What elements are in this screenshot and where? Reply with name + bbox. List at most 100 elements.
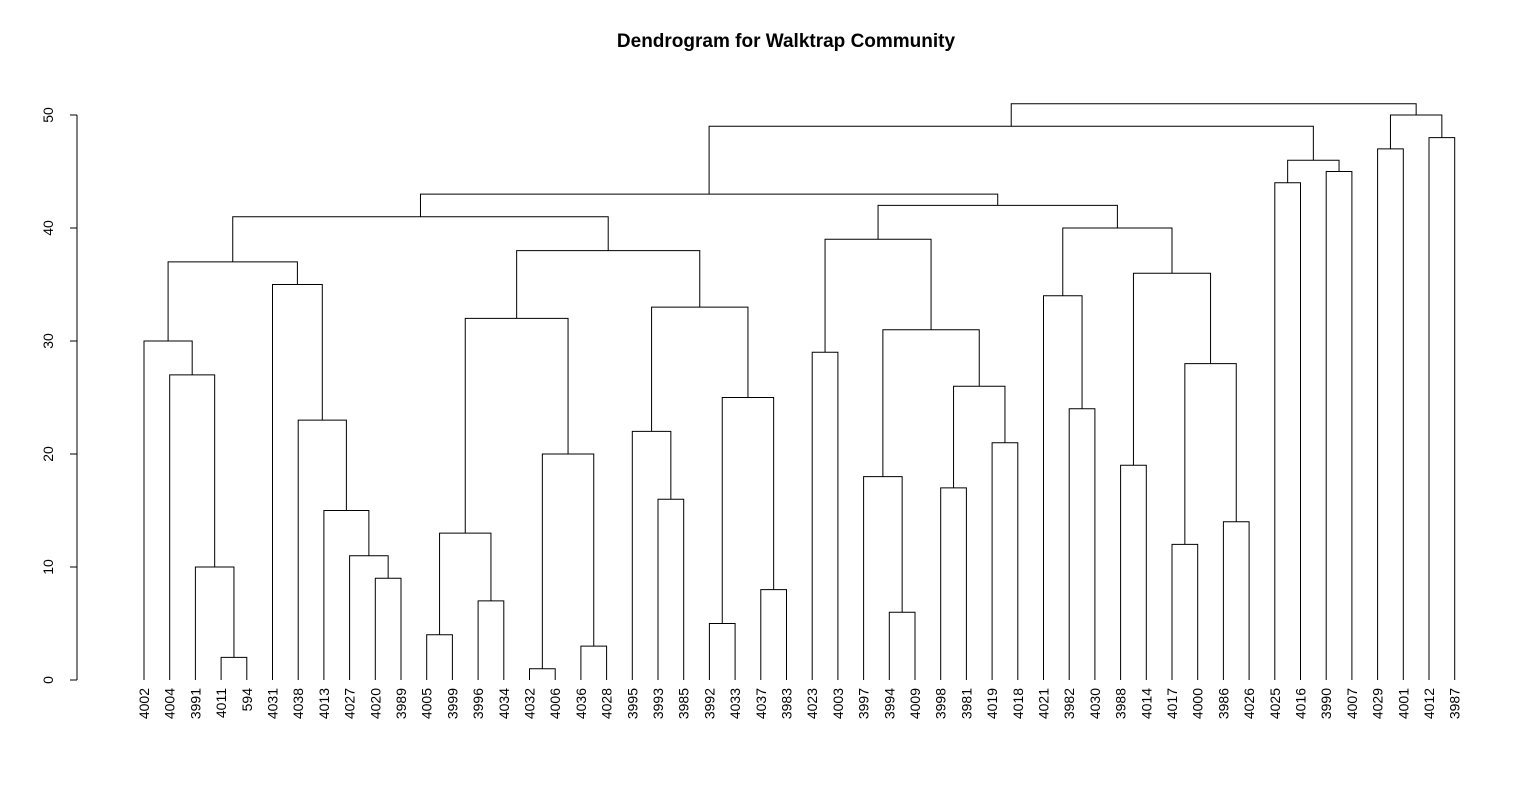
leaf-label: 4000 — [1190, 688, 1206, 719]
dendrogram-branch — [232, 216, 609, 262]
leaf-label: 3994 — [881, 688, 897, 719]
leaf-label: 4011 — [213, 688, 229, 718]
leaf-label: 3993 — [650, 688, 666, 719]
dendrogram-branch — [940, 487, 967, 680]
leaf-label: 4006 — [547, 688, 563, 719]
dendrogram-branch — [1132, 272, 1212, 466]
leaf-label: 4016 — [1293, 688, 1309, 719]
dendrogram-branch — [708, 623, 736, 680]
leaf-label: 3986 — [1215, 688, 1231, 719]
y-tick-label: 40 — [40, 220, 56, 236]
dendrogram-branch — [541, 453, 595, 669]
leaf-label: 4012 — [1421, 688, 1437, 719]
leaf-label: 3996 — [470, 688, 486, 719]
leaf-label: 4019 — [984, 688, 1000, 719]
leaf-label: 4018 — [1010, 688, 1026, 719]
y-tick-label: 0 — [40, 676, 56, 684]
leaf-label: 4021 — [1036, 688, 1052, 719]
dendrogram-branch — [143, 340, 193, 680]
leaf-label: 4038 — [290, 688, 306, 719]
leaf-labels: 4002 4004 3991 4011 594 4031 4038 4013 4027 4020 3… — [136, 688, 1463, 719]
dendrogram-branch — [1377, 148, 1404, 680]
leaf-label: 4030 — [1087, 688, 1103, 719]
dendrogram-branch — [323, 510, 370, 680]
dendrogram-branch — [464, 317, 569, 534]
dendrogram-branches — [143, 103, 1456, 680]
dendrogram-branch — [1428, 137, 1456, 680]
leaf-label: 3990 — [1318, 688, 1334, 719]
leaf-label: 4014 — [1138, 688, 1154, 719]
dendrogram-branch — [1043, 295, 1083, 680]
leaf-label: 4036 — [573, 688, 589, 719]
leaf-label: 4026 — [1241, 688, 1257, 719]
dendrogram-branch — [651, 306, 749, 432]
dendrogram-branch — [220, 656, 248, 680]
dendrogram-branch — [888, 611, 916, 680]
dendrogram-branch — [760, 589, 787, 680]
leaf-label: 4023 — [804, 688, 820, 719]
dendrogram-branch — [811, 351, 839, 680]
dendrogram-branch — [297, 419, 347, 680]
y-tick-label: 30 — [40, 333, 56, 349]
leaf-label: 4029 — [1370, 688, 1386, 719]
dendrogram-branch — [1184, 363, 1237, 545]
dendrogram-branch — [169, 374, 216, 680]
leaf-label: 4004 — [162, 688, 178, 719]
y-tick-label: 50 — [40, 107, 56, 123]
leaf-label: 4017 — [1164, 688, 1180, 719]
leaf-label: 4002 — [136, 688, 152, 719]
dendrogram-branch — [1068, 408, 1096, 680]
leaf-label: 3983 — [779, 688, 795, 719]
dendrogram-branch — [863, 476, 903, 680]
leaf-label: 4007 — [1344, 688, 1360, 719]
leaf-label: 4028 — [599, 688, 615, 719]
dendrogram-branch — [272, 284, 323, 680]
leaf-label: 3982 — [1061, 688, 1077, 719]
dendrogram-branch — [1325, 171, 1353, 680]
dendrogram-branch — [349, 555, 389, 680]
dendrogram-branch — [1222, 521, 1250, 680]
leaf-label: 4031 — [265, 688, 281, 719]
dendrogram-branch — [882, 329, 980, 477]
dendrogram-branch — [991, 442, 1019, 680]
leaf-label: 594 — [239, 688, 255, 712]
dendrogram-branch — [877, 204, 1118, 240]
dendrogram-branch — [529, 668, 556, 680]
dendrogram-branch — [167, 261, 298, 341]
leaf-label: 3999 — [444, 688, 460, 719]
leaf-label: 4027 — [342, 688, 358, 719]
dendrogram-branch — [657, 498, 685, 680]
leaf-label: 4034 — [496, 688, 512, 719]
leaf-label: 4033 — [727, 688, 743, 719]
dendrogram-branch — [953, 385, 1006, 488]
dendrogram-branch — [1010, 103, 1417, 127]
dendrogram-branch — [439, 532, 492, 635]
dendrogram-branch — [426, 634, 453, 680]
leaf-label: 4009 — [907, 688, 923, 719]
chart-title: Dendrogram for Walktrap Community — [617, 31, 956, 52]
leaf-label: 4013 — [316, 688, 332, 719]
dendrogram-branch — [1274, 182, 1301, 680]
y-tick-label: 20 — [40, 446, 56, 462]
dendrogram-branch — [194, 566, 235, 680]
leaf-label: 3991 — [187, 688, 203, 719]
leaf-label: 3989 — [393, 688, 409, 719]
leaf-label: 4025 — [1267, 688, 1283, 719]
leaf-label: 3995 — [624, 688, 640, 719]
leaf-label: 4020 — [367, 688, 383, 719]
y-tick-label: 10 — [40, 559, 56, 575]
dendrogram-branch — [631, 430, 672, 680]
leaf-label: 3988 — [1113, 688, 1129, 719]
leaf-label: 4032 — [522, 688, 538, 719]
y-axis: 0 10 20 30 40 50 — [40, 107, 78, 684]
dendrogram-branch — [1120, 464, 1147, 680]
dendrogram-branch — [1062, 227, 1173, 296]
leaf-label: 3985 — [676, 688, 692, 719]
dendrogram-branch — [516, 250, 701, 319]
leaf-label: 4003 — [830, 688, 846, 719]
leaf-label: 3992 — [701, 688, 717, 719]
leaf-label: 3987 — [1447, 688, 1463, 719]
dendrogram-branch — [477, 600, 505, 680]
